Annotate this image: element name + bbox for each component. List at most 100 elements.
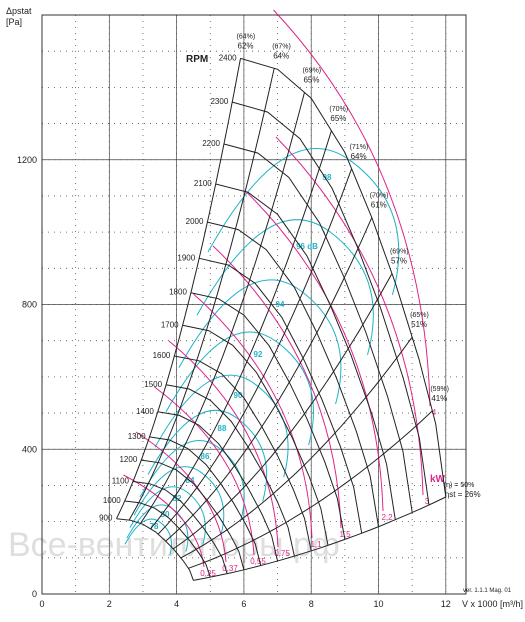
- power-label: 0,25: [200, 569, 216, 578]
- rpm-value: 1500: [144, 380, 162, 389]
- efficiency-static: 64%: [351, 152, 367, 161]
- x-tick-label: 10: [374, 599, 384, 609]
- efficiency-static: 57%: [391, 256, 407, 265]
- version: ver. 1.1.1 Mag. 01: [463, 588, 512, 594]
- noise-curve: [139, 439, 245, 521]
- power-label: 2,2: [381, 513, 393, 522]
- noise-label: 78: [150, 522, 159, 531]
- rpm-value: 1200: [119, 455, 137, 464]
- efficiency-total: (η) = 50%: [444, 482, 475, 489]
- noise-label: 94: [276, 300, 285, 309]
- noise-label: 80: [161, 510, 170, 519]
- efficiency-total: (70%): [370, 193, 389, 200]
- x-axis-label: V x 1000 [m³/h]: [462, 599, 523, 609]
- x-tick-label: 12: [441, 599, 451, 609]
- efficiency-static: 64%: [273, 51, 289, 60]
- power-curve: [275, 136, 424, 496]
- noise-label: 88: [218, 424, 227, 433]
- rpm-value: 1600: [153, 351, 171, 360]
- power-label: 1,1: [310, 540, 322, 549]
- y-axis-unit: [Pa]: [6, 17, 22, 27]
- rpm-value: 2400: [219, 53, 237, 62]
- rpm-value: 1700: [161, 320, 179, 329]
- power-label: 0,37: [222, 564, 238, 573]
- noise-curve: [207, 148, 400, 295]
- efficiency-line: [180, 336, 413, 559]
- efficiency-total: (65%): [410, 312, 429, 319]
- rpm-value: 2300: [210, 97, 228, 106]
- noise-curve: [129, 486, 206, 545]
- power-curve: [193, 293, 313, 539]
- power-curve: [168, 340, 279, 548]
- noise-label: 86: [201, 452, 210, 461]
- rpm-value: 1400: [136, 407, 154, 416]
- efficiency-line: [188, 410, 433, 569]
- efficiency-line: [139, 92, 305, 524]
- power-curve: [154, 386, 255, 556]
- rpm-value: 1800: [169, 288, 187, 297]
- power-curve: [245, 190, 384, 512]
- y-tick-label: 800: [22, 300, 37, 310]
- power-label: 0,75: [274, 549, 290, 558]
- x-tick-label: 8: [309, 599, 314, 609]
- x-tick-label: 4: [174, 599, 179, 609]
- efficiency-static: ηst = 26%: [445, 490, 481, 499]
- rpm-curve: [232, 101, 430, 505]
- efficiency-total: (67%): [272, 43, 291, 50]
- efficiency-total: (69%): [302, 67, 321, 74]
- rpm-value: 1300: [128, 432, 146, 441]
- noise-curve: [147, 409, 268, 502]
- efficiency-static: 61%: [371, 201, 387, 210]
- rpm-value: 2200: [202, 139, 220, 148]
- power-label: 4: [432, 408, 437, 417]
- rpm-label: RPM: [186, 54, 208, 65]
- plot-frame: [41, 14, 467, 595]
- x-tick-label: 0: [39, 599, 44, 609]
- power-label: 0,55: [250, 557, 266, 566]
- efficiency-total: (70%): [329, 106, 348, 113]
- efficiency-static: 62%: [238, 41, 254, 50]
- efficiency-line: [193, 496, 447, 581]
- power-curve: [123, 474, 205, 568]
- rpm-value: 1100: [112, 476, 130, 485]
- efficiency-line: [172, 273, 393, 550]
- x-tick-label: 6: [241, 599, 246, 609]
- noise-label: 98: [323, 173, 332, 182]
- power-label: 1,5: [339, 530, 351, 539]
- efficiency-line: [150, 130, 332, 530]
- y-tick-label: 0: [32, 589, 37, 599]
- noise-label: 90: [234, 391, 243, 400]
- rpm-value: 2100: [194, 179, 212, 188]
- y-tick-label: 400: [22, 444, 37, 454]
- noise-label: 96 dB: [296, 242, 318, 251]
- efficiency-static: 41%: [431, 394, 447, 403]
- efficiency-line: [157, 168, 353, 535]
- y-axis-label: Δpstat: [6, 6, 32, 16]
- power-unit: kW: [430, 474, 446, 485]
- noise-curve: [196, 219, 374, 356]
- noise-label: 92: [254, 350, 263, 359]
- noise-curve: [133, 466, 225, 536]
- rpm-value: 900: [99, 514, 113, 523]
- efficiency-total: (64%): [237, 33, 256, 40]
- efficiency-total: (71%): [350, 144, 369, 151]
- power-curve: [273, 9, 431, 407]
- efficiency-line: [165, 217, 373, 542]
- noise-curve: [124, 518, 172, 555]
- efficiency-static: 51%: [411, 320, 427, 329]
- rpm-value: 1000: [103, 496, 121, 505]
- noise-curve: [154, 374, 289, 478]
- efficiency-total: (59%): [430, 386, 449, 393]
- efficiency-static: 65%: [303, 75, 319, 84]
- power-label: 3: [425, 497, 430, 506]
- rpm-value: 1900: [177, 253, 195, 262]
- efficiency-line: [128, 68, 275, 521]
- efficiency-total: (69%): [390, 248, 409, 255]
- noise-curve: [178, 279, 342, 405]
- x-tick-label: 2: [107, 599, 112, 609]
- y-tick-label: 1200: [17, 155, 37, 165]
- rpm-value: 2000: [186, 217, 204, 226]
- watermark: Все-вентиляторы.рф: [8, 526, 340, 564]
